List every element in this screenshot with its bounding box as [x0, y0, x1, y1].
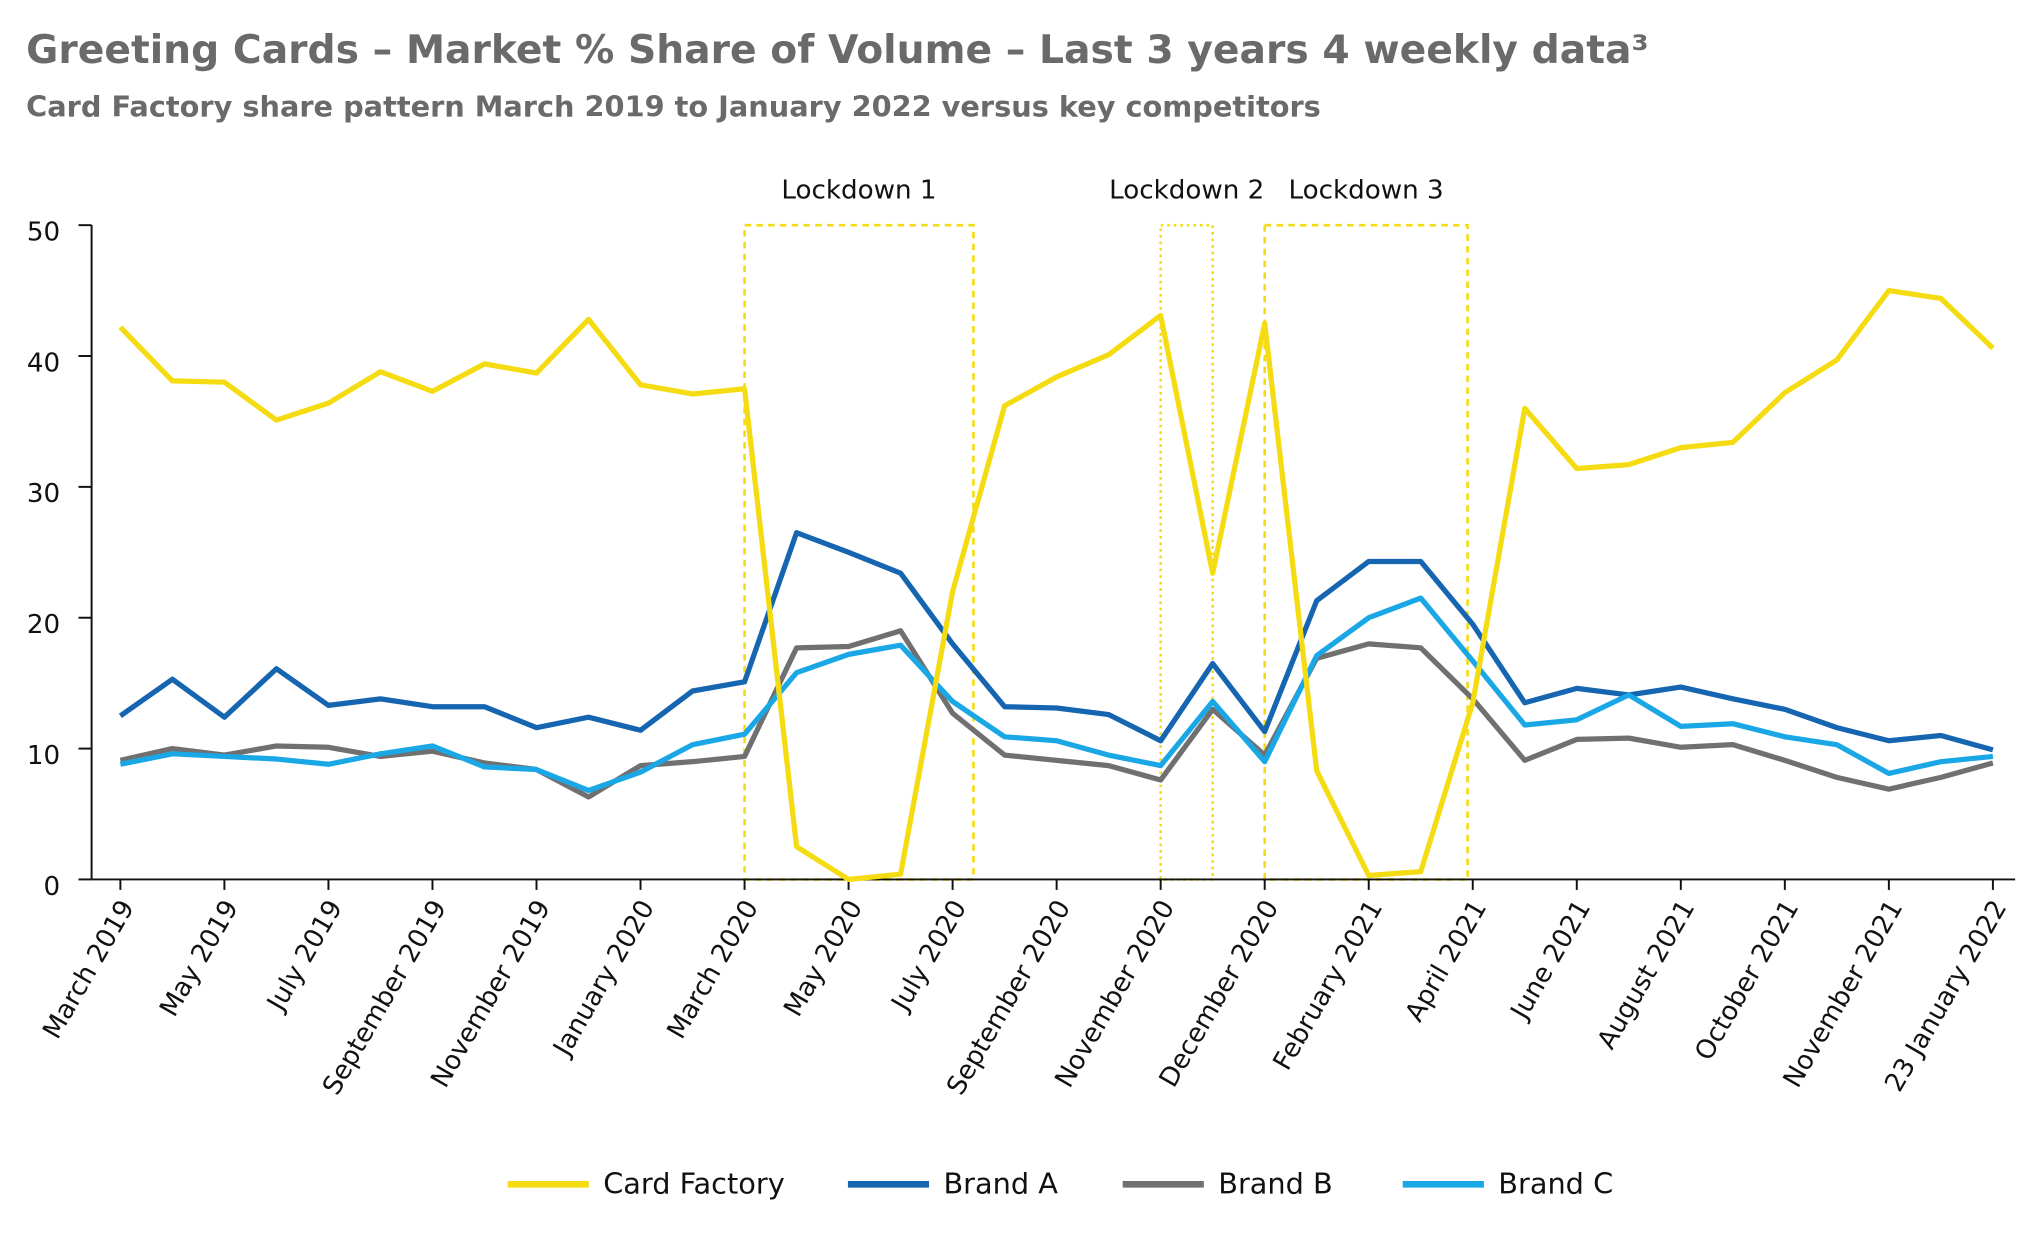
x-tick-label: May 2019	[154, 895, 244, 1022]
series-line	[118, 287, 1995, 883]
x-tick-label: August 2021	[1592, 895, 1701, 1054]
x-tick-label: June 2021	[1504, 895, 1597, 1026]
chart-subtitle: Card Factory share pattern March 2019 to…	[26, 90, 1321, 124]
y-tick-label: 30	[27, 479, 60, 509]
lockdown-box	[1159, 223, 1214, 881]
x-tick-label: May 2020	[779, 895, 869, 1022]
x-tick-label: January 2020	[547, 895, 661, 1062]
legend-label: Brand C	[1498, 1167, 1613, 1201]
legend-label: Card Factory	[603, 1167, 785, 1201]
y-tick-label: 0	[44, 872, 61, 902]
x-tick-label: November 2019	[425, 895, 556, 1093]
lockdown-box	[1263, 223, 1469, 881]
legend-label: Brand B	[1218, 1167, 1333, 1201]
lockdown-label: Lockdown 2	[1109, 176, 1264, 206]
x-tick-label: April 2021	[1400, 895, 1493, 1027]
x-tick-label: July 2019	[261, 895, 349, 1017]
x-tick-label: July 2020	[885, 895, 973, 1017]
x-tick-label: February 2021	[1268, 895, 1389, 1075]
x-tick-label: March 2020	[662, 895, 765, 1044]
lockdown-label: Lockdown 3	[1289, 176, 1444, 206]
legend-label: Brand A	[943, 1167, 1058, 1201]
lockdown-label: Lockdown 1	[781, 176, 936, 206]
series-line	[118, 530, 1994, 753]
lockdown-box	[743, 223, 975, 881]
x-tick-label: October 2021	[1689, 895, 1805, 1066]
series-line	[119, 595, 1994, 794]
x-tick-label: December 2020	[1154, 895, 1285, 1092]
y-tick-label: 40	[27, 348, 60, 378]
y-tick-label: 50	[27, 218, 60, 248]
y-tick-label: 20	[27, 610, 60, 640]
x-tick-label: March 2019	[38, 895, 141, 1044]
chart-title: Greeting Cards – Market % Share of Volum…	[26, 28, 1649, 73]
series-line	[119, 628, 1994, 800]
y-tick-label: 10	[27, 741, 60, 771]
